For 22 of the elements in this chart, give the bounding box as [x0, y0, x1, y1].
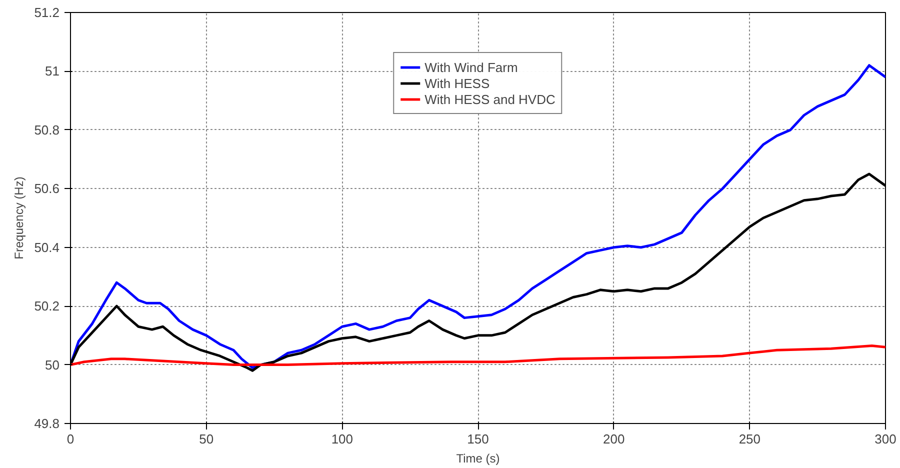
x-tick-label: 200 — [602, 432, 625, 446]
y-tick-label: 50 — [45, 357, 60, 372]
line-series — [70, 344, 886, 366]
x-tick-label: 250 — [738, 432, 761, 446]
x-tick-label: 150 — [467, 432, 489, 446]
x-axis-title: Time (s) — [456, 452, 500, 466]
legend-label: With HESS and HVDC — [424, 91, 556, 107]
y-tick-label: 50.8 — [34, 122, 60, 138]
legend-label: With Wind Farm — [424, 59, 518, 75]
x-tick-label: 0 — [66, 432, 74, 446]
y-tick-label: 49.8 — [34, 416, 60, 431]
y-tick-label: 50.6 — [34, 181, 60, 196]
legend-label: With HESS — [424, 75, 490, 91]
x-tick-label: 300 — [874, 432, 896, 446]
line-series — [70, 64, 886, 369]
x-tick-label: 100 — [331, 432, 354, 446]
y-tick-label: 50.2 — [34, 298, 60, 314]
y-tick-label: 51 — [45, 64, 60, 79]
y-tick-label: 50.4 — [34, 240, 60, 255]
y-axis-title: Frequency (Hz) — [12, 176, 26, 260]
y-tick-label: 51.2 — [34, 5, 60, 20]
x-tick-label: 50 — [199, 432, 214, 446]
